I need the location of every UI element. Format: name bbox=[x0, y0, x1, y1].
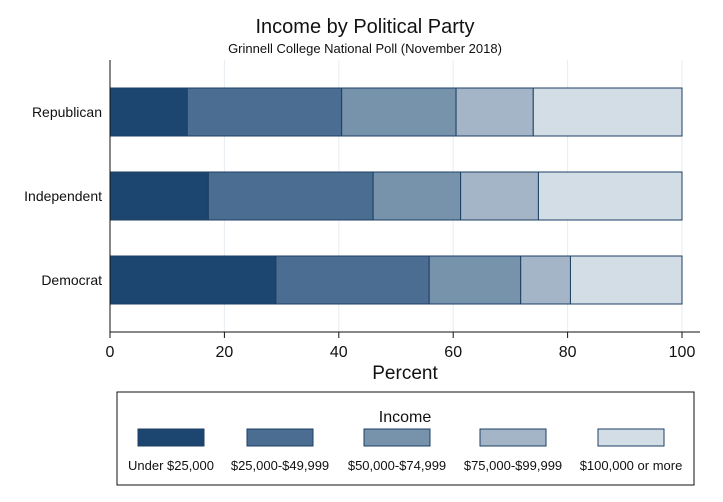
bar-segment bbox=[537, 171, 683, 221]
legend-label: $100,000 or more bbox=[580, 458, 683, 473]
x-tick-label: 20 bbox=[216, 344, 234, 361]
chart-subtitle: Grinnell College National Poll (November… bbox=[228, 41, 502, 56]
legend-swatch bbox=[246, 428, 314, 447]
bar-segment bbox=[372, 171, 462, 221]
x-tick-label: 60 bbox=[444, 344, 462, 361]
bar-segment bbox=[428, 255, 522, 305]
x-axis-title: Percent bbox=[372, 363, 438, 384]
legend-label: $25,000-$49,999 bbox=[231, 458, 329, 473]
legend-swatch bbox=[137, 428, 205, 447]
legend-label: $50,000-$74,999 bbox=[348, 458, 446, 473]
bar-segment bbox=[207, 171, 374, 221]
x-tick-label: 40 bbox=[330, 344, 348, 361]
bar-segment bbox=[275, 255, 430, 305]
bar-segment bbox=[455, 87, 534, 137]
bar-segment bbox=[341, 87, 457, 137]
bar-segment bbox=[460, 171, 539, 221]
legend-swatch bbox=[479, 428, 547, 447]
bar-segment bbox=[532, 87, 683, 137]
chart-title: Income by Political Party bbox=[256, 16, 475, 38]
category-label: Democrat bbox=[41, 272, 102, 288]
x-ticks: 0 20 40 60 80 100 bbox=[106, 332, 696, 361]
bar-segment bbox=[520, 255, 571, 305]
x-tick-label: 100 bbox=[669, 344, 696, 361]
bar-segment bbox=[109, 171, 209, 221]
category-labels: Republican Independent Democrat bbox=[24, 104, 102, 288]
bar-segment bbox=[109, 87, 188, 137]
x-tick-label: 0 bbox=[106, 344, 115, 361]
bar-segment bbox=[109, 255, 277, 305]
legend-title: Income bbox=[379, 409, 432, 426]
legend-label: Under $25,000 bbox=[128, 458, 214, 473]
bar-segment bbox=[186, 87, 343, 137]
x-tick-label: 80 bbox=[559, 344, 577, 361]
legend-swatch bbox=[363, 428, 431, 447]
category-label: Republican bbox=[32, 104, 102, 120]
bar-segment bbox=[569, 255, 683, 305]
legend-swatch bbox=[597, 428, 665, 447]
bars bbox=[109, 87, 683, 305]
legend-entries: Under $25,000 $25,000-$49,999 $50,000-$74,… bbox=[128, 428, 683, 473]
legend-label: $75,000-$99,999 bbox=[464, 458, 562, 473]
category-label: Independent bbox=[24, 188, 102, 204]
